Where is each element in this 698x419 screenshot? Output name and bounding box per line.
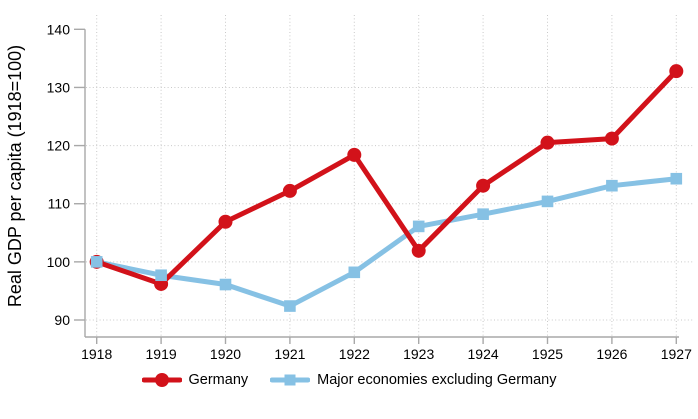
germany-marker [347,147,362,162]
x-tick-label: 1925 [532,346,563,362]
major-economies-excluding-germany-marker [541,195,554,208]
germany-marker [411,243,426,258]
y-tick-label: 90 [54,312,70,328]
y-tick-label: 120 [47,138,71,154]
y-tick-label: 110 [48,196,71,212]
major-economies-excluding-germany-marker [219,278,232,291]
x-tick-label: 1920 [210,346,241,362]
legend-item-major-economies: Major economies excluding Germany [270,372,557,388]
y-tick-label: 140 [47,21,71,37]
major-economies-excluding-germany-marker [606,179,618,192]
major-economies-excluding-germany-marker [412,220,425,233]
x-tick-label: 1924 [468,346,499,362]
legend-label-germany: Germany [188,372,249,388]
y-tick-label: 130 [47,79,71,95]
x-tick-label: 1918 [81,346,112,362]
x-tick-label: 1926 [596,346,627,362]
major-economies-excluding-germany-marker [284,300,296,312]
grid-layer [86,15,694,337]
x-tick-label: 1919 [146,346,177,362]
germany-marker [669,64,684,79]
germany-marker [282,183,297,198]
germany-marker [476,178,491,193]
legend-square [284,374,296,386]
axis-layer: 90 100 110 120 130 140 1918 1919 1920 1921 1922 192… [47,21,692,362]
series-layer [89,64,684,312]
major-economies-line-square-icon [270,374,311,386]
legend-label-major-economies: Major economies excluding Germany [317,372,557,388]
x-tick-label: 1921 [274,346,305,362]
legend-circle [154,373,169,387]
germany-marker [604,131,619,146]
major-economies-excluding-germany-marker [155,269,167,282]
major-economies-excluding-germany-marker [348,266,361,279]
germany-marker [218,214,233,229]
x-tick-label: 1923 [403,346,434,362]
y-axis-title: Real GDP per capita (1918=100) [5,45,25,307]
germany-marker [540,135,555,150]
x-tick-label: 1922 [339,346,370,362]
legend-item-germany: Germany [141,372,249,388]
major-economies-excluding-germany-marker [670,172,683,185]
germany-line-circle-icon [141,373,182,387]
major-economies-excluding-germany-line [94,176,679,309]
y-tick-label: 100 [47,254,71,270]
major-economies-excluding-germany-marker [477,208,489,220]
chart-legend: Germany Major economies excluding German… [0,372,698,388]
germany-line [94,68,679,287]
x-tick-label: 1927 [661,346,692,362]
major-economies-excluding-germany-marker [90,256,103,268]
